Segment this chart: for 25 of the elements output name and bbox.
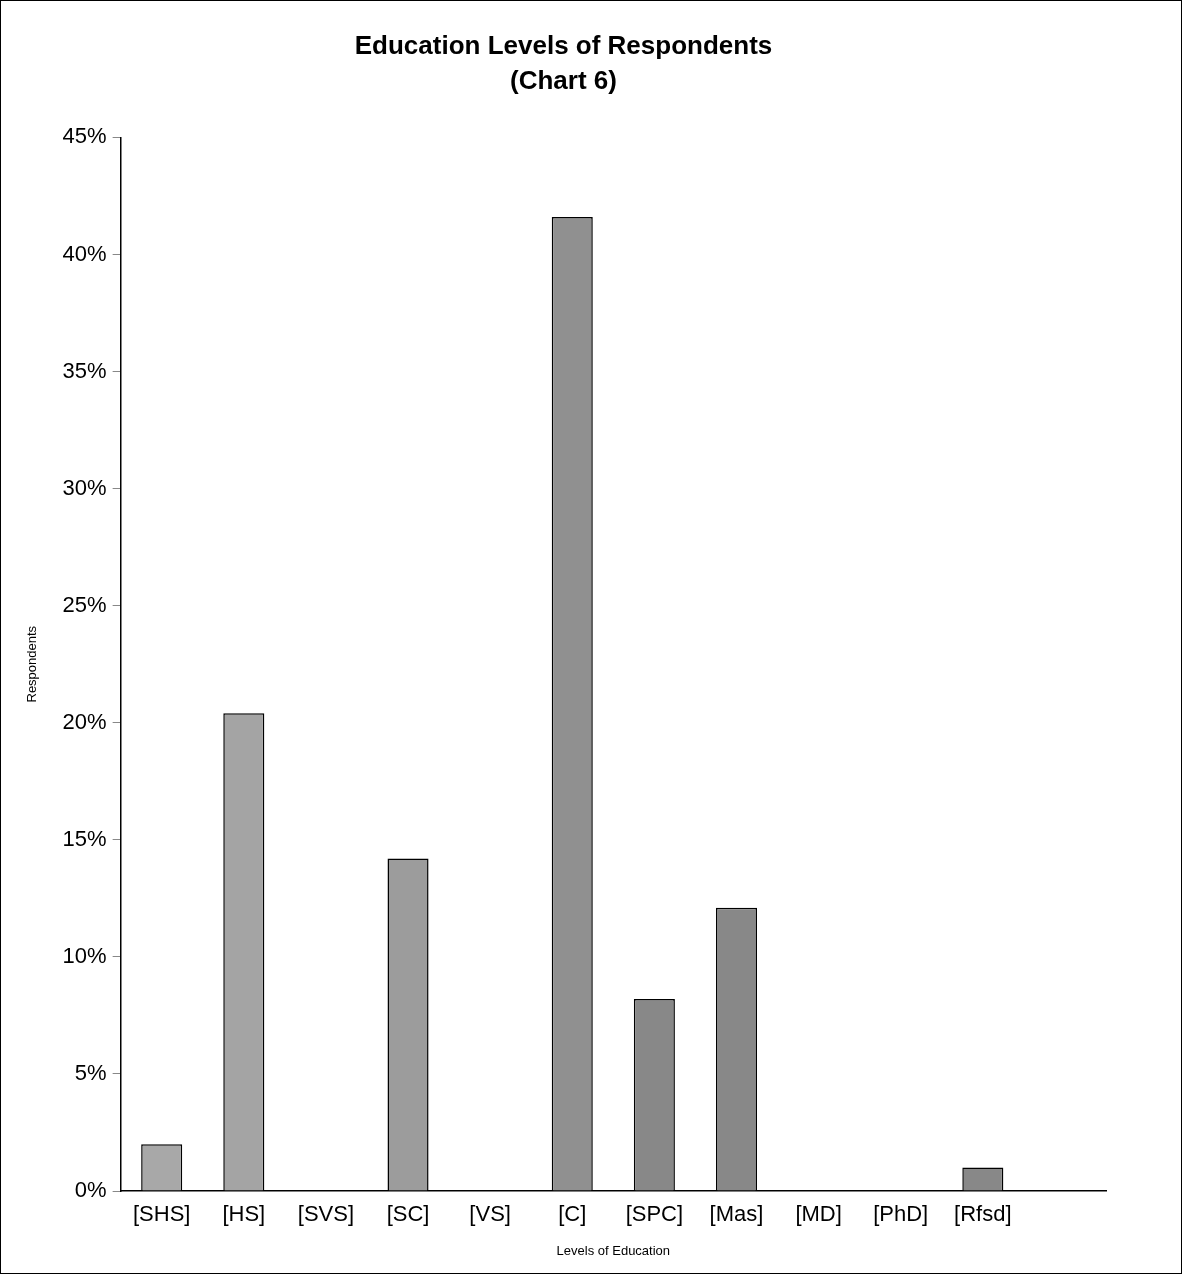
y-tick-label: 20% bbox=[62, 708, 107, 734]
y-axis-title: Respondents bbox=[24, 625, 40, 703]
x-tick-label: [SPC] bbox=[625, 1201, 684, 1227]
x-tick-label: [VS] bbox=[469, 1201, 511, 1227]
y-tick-label: 10% bbox=[62, 942, 107, 968]
x-tick-label: [SVS] bbox=[297, 1201, 355, 1227]
y-tick-label: 35% bbox=[62, 357, 107, 383]
y-tick-label: 30% bbox=[62, 474, 107, 500]
y-tick-label: 40% bbox=[62, 240, 107, 266]
chart-subtitle: (Chart 6) bbox=[510, 64, 617, 95]
x-tick-label: [HS] bbox=[222, 1201, 266, 1227]
x-tick-label: [C] bbox=[558, 1201, 587, 1227]
x-axis-title: Levels of Education bbox=[556, 1242, 671, 1258]
x-tick-label: [MD] bbox=[795, 1201, 842, 1227]
x-tick-label: [Rfsd] bbox=[954, 1201, 1012, 1227]
x-tick-label: [PhD] bbox=[873, 1201, 929, 1227]
x-tick-label: [Mas] bbox=[709, 1201, 764, 1227]
x-tick-label: [SHS] bbox=[132, 1201, 191, 1227]
y-tick-label: 25% bbox=[62, 591, 107, 617]
y-tick-label: 0% bbox=[74, 1177, 107, 1203]
y-tick-label: 45% bbox=[62, 123, 107, 149]
y-tick-label: 5% bbox=[74, 1060, 107, 1085]
x-tick-label: [SC] bbox=[386, 1201, 430, 1227]
chart-title: Education Levels of Respondents bbox=[354, 29, 773, 60]
y-tick-label: 15% bbox=[62, 825, 107, 851]
